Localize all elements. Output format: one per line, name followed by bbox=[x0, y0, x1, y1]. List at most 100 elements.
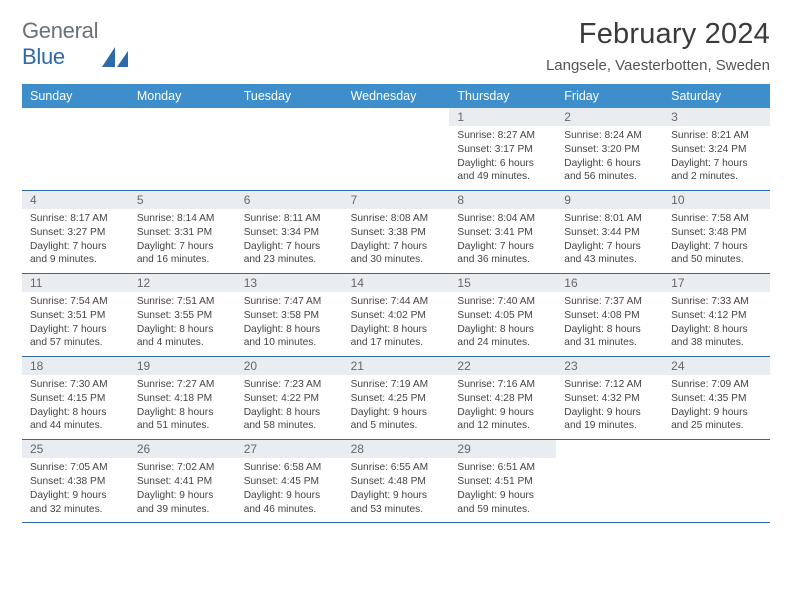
week-row: 4 Sunrise: 8:17 AMSunset: 3:27 PMDaylight… bbox=[22, 191, 770, 274]
empty-cell bbox=[129, 108, 236, 190]
day-number: 21 bbox=[343, 357, 450, 375]
day-number: 19 bbox=[129, 357, 236, 375]
day-details: Sunrise: 7:12 AMSunset: 4:32 PMDaylight:… bbox=[564, 378, 657, 433]
day-number: 26 bbox=[129, 440, 236, 458]
brand-line1: General bbox=[22, 18, 98, 43]
day-details: Sunrise: 7:30 AMSunset: 4:15 PMDaylight:… bbox=[30, 378, 123, 433]
day-details: Sunrise: 7:44 AMSunset: 4:02 PMDaylight:… bbox=[351, 295, 444, 350]
day-cell: 13 Sunrise: 7:47 AMSunset: 3:58 PMDayligh… bbox=[236, 274, 343, 356]
day-number: 27 bbox=[236, 440, 343, 458]
day-cell: 20Sunrise: 7:23 AMSunset: 4:22 PMDayligh… bbox=[236, 357, 343, 439]
day-cell: 28 Sunrise: 6:55 AMSunset: 4:48 PMDayligh… bbox=[343, 440, 450, 522]
day-number: 14 bbox=[343, 274, 450, 292]
day-number: 7 bbox=[343, 191, 450, 209]
day-details: Sunrise: 6:55 AMSunset: 4:48 PMDaylight:… bbox=[351, 461, 444, 516]
day-details: Sunrise: 8:17 AMSunset: 3:27 PMDaylight:… bbox=[30, 212, 123, 267]
day-cell: 24 Sunrise: 7:09 AMSunset: 4:35 PMDayligh… bbox=[663, 357, 770, 439]
day-number: 5 bbox=[129, 191, 236, 209]
dayhead: Wednesday bbox=[343, 84, 450, 108]
day-number: 29 bbox=[449, 440, 556, 458]
day-details: Sunrise: 8:11 AMSunset: 3:34 PMDaylight:… bbox=[244, 212, 337, 267]
dayhead: Friday bbox=[556, 84, 663, 108]
day-details: Sunrise: 7:47 AMSunset: 3:58 PMDaylight:… bbox=[244, 295, 337, 350]
day-details: Sunrise: 7:54 AMSunset: 3:51 PMDaylight:… bbox=[30, 295, 123, 350]
day-cell: 1Sunrise: 8:27 AMSunset: 3:17 PMDaylight… bbox=[449, 108, 556, 190]
day-number: 9 bbox=[556, 191, 663, 209]
day-number: 18 bbox=[22, 357, 129, 375]
day-details: Sunrise: 7:58 AMSunset: 3:48 PMDaylight:… bbox=[671, 212, 764, 267]
location-text: Langsele, Vaesterbotten, Sweden bbox=[546, 57, 770, 74]
day-details: Sunrise: 8:24 AMSunset: 3:20 PMDaylight:… bbox=[564, 129, 657, 184]
day-number: 11 bbox=[22, 274, 129, 292]
day-details: Sunrise: 7:19 AMSunset: 4:25 PMDaylight:… bbox=[351, 378, 444, 433]
day-cell: 19 Sunrise: 7:27 AMSunset: 4:18 PMDayligh… bbox=[129, 357, 236, 439]
empty-cell bbox=[663, 440, 770, 522]
day-details: Sunrise: 8:01 AMSunset: 3:44 PMDaylight:… bbox=[564, 212, 657, 267]
day-number: 23 bbox=[556, 357, 663, 375]
day-cell: 5 Sunrise: 8:14 AMSunset: 3:31 PMDaylight… bbox=[129, 191, 236, 273]
day-details: Sunrise: 8:08 AMSunset: 3:38 PMDaylight:… bbox=[351, 212, 444, 267]
brand-line2: Blue bbox=[22, 44, 65, 69]
day-cell: 23 Sunrise: 7:12 AMSunset: 4:32 PMDayligh… bbox=[556, 357, 663, 439]
day-cell: 6 Sunrise: 8:11 AMSunset: 3:34 PMDaylight… bbox=[236, 191, 343, 273]
day-cell: 9 Sunrise: 8:01 AMSunset: 3:44 PMDaylight… bbox=[556, 191, 663, 273]
day-number: 13 bbox=[236, 274, 343, 292]
day-cell: 7 Sunrise: 8:08 AMSunset: 3:38 PMDaylight… bbox=[343, 191, 450, 273]
day-details: Sunrise: 8:21 AMSunset: 3:24 PMDaylight:… bbox=[671, 129, 764, 184]
day-details: Sunrise: 6:58 AMSunset: 4:45 PMDaylight:… bbox=[244, 461, 337, 516]
day-details: Sunrise: 8:14 AMSunset: 3:31 PMDaylight:… bbox=[137, 212, 230, 267]
day-cell: 2Sunrise: 8:24 AMSunset: 3:20 PMDaylight… bbox=[556, 108, 663, 190]
day-details: Sunrise: 7:33 AMSunset: 4:12 PMDaylight:… bbox=[671, 295, 764, 350]
day-details: Sunrise: 8:27 AMSunset: 3:17 PMDaylight:… bbox=[457, 129, 550, 184]
day-cell: 27 Sunrise: 6:58 AMSunset: 4:45 PMDayligh… bbox=[236, 440, 343, 522]
day-details: Sunrise: 7:37 AMSunset: 4:08 PMDaylight:… bbox=[564, 295, 657, 350]
day-number: 15 bbox=[449, 274, 556, 292]
day-details: Sunrise: 8:04 AMSunset: 3:41 PMDaylight:… bbox=[457, 212, 550, 267]
day-details: Sunrise: 7:27 AMSunset: 4:18 PMDaylight:… bbox=[137, 378, 230, 433]
day-cell: 17 Sunrise: 7:33 AMSunset: 4:12 PMDayligh… bbox=[663, 274, 770, 356]
empty-cell bbox=[236, 108, 343, 190]
title-block: February 2024 Langsele, Vaesterbotten, S… bbox=[546, 18, 770, 74]
day-details: Sunrise: 6:51 AMSunset: 4:51 PMDaylight:… bbox=[457, 461, 550, 516]
dayhead: Saturday bbox=[663, 84, 770, 108]
empty-cell bbox=[556, 440, 663, 522]
day-number: 3 bbox=[663, 108, 770, 126]
day-cell: 11 Sunrise: 7:54 AMSunset: 3:51 PMDayligh… bbox=[22, 274, 129, 356]
sail-icon bbox=[102, 47, 128, 67]
day-number: 4 bbox=[22, 191, 129, 209]
day-number: 20 bbox=[236, 357, 343, 375]
day-number: 17 bbox=[663, 274, 770, 292]
day-number: 10 bbox=[663, 191, 770, 209]
day-number: 24 bbox=[663, 357, 770, 375]
dayhead: Monday bbox=[129, 84, 236, 108]
day-cell: 8Sunrise: 8:04 AMSunset: 3:41 PMDaylight… bbox=[449, 191, 556, 273]
day-cell: 16 Sunrise: 7:37 AMSunset: 4:08 PMDayligh… bbox=[556, 274, 663, 356]
dayhead: Thursday bbox=[449, 84, 556, 108]
week-row: 25 Sunrise: 7:05 AMSunset: 4:38 PMDayligh… bbox=[22, 440, 770, 523]
day-details: Sunrise: 7:16 AMSunset: 4:28 PMDaylight:… bbox=[457, 378, 550, 433]
week-row: 11 Sunrise: 7:54 AMSunset: 3:51 PMDayligh… bbox=[22, 274, 770, 357]
brand-logo: General Blue bbox=[22, 18, 128, 70]
weeks-container: 1Sunrise: 8:27 AMSunset: 3:17 PMDaylight… bbox=[22, 108, 770, 523]
day-cell: 18 Sunrise: 7:30 AMSunset: 4:15 PMDayligh… bbox=[22, 357, 129, 439]
page: General Blue February 2024 Langsele, Vae… bbox=[0, 0, 792, 612]
day-cell: 15Sunrise: 7:40 AMSunset: 4:05 PMDayligh… bbox=[449, 274, 556, 356]
day-cell: 25 Sunrise: 7:05 AMSunset: 4:38 PMDayligh… bbox=[22, 440, 129, 522]
day-number: 25 bbox=[22, 440, 129, 458]
day-details: Sunrise: 7:02 AMSunset: 4:41 PMDaylight:… bbox=[137, 461, 230, 516]
month-title: February 2024 bbox=[546, 18, 770, 51]
day-details: Sunrise: 7:09 AMSunset: 4:35 PMDaylight:… bbox=[671, 378, 764, 433]
week-row: 18 Sunrise: 7:30 AMSunset: 4:15 PMDayligh… bbox=[22, 357, 770, 440]
day-cell: 14 Sunrise: 7:44 AMSunset: 4:02 PMDayligh… bbox=[343, 274, 450, 356]
day-number: 16 bbox=[556, 274, 663, 292]
day-number: 6 bbox=[236, 191, 343, 209]
day-number: 28 bbox=[343, 440, 450, 458]
brand-text-block: General Blue bbox=[22, 18, 98, 70]
day-cell: 22Sunrise: 7:16 AMSunset: 4:28 PMDayligh… bbox=[449, 357, 556, 439]
day-number: 12 bbox=[129, 274, 236, 292]
day-details: Sunrise: 7:05 AMSunset: 4:38 PMDaylight:… bbox=[30, 461, 123, 516]
day-cell: 3 Sunrise: 8:21 AMSunset: 3:24 PMDaylight… bbox=[663, 108, 770, 190]
empty-cell bbox=[22, 108, 129, 190]
empty-cell bbox=[343, 108, 450, 190]
header: General Blue February 2024 Langsele, Vae… bbox=[22, 18, 770, 74]
